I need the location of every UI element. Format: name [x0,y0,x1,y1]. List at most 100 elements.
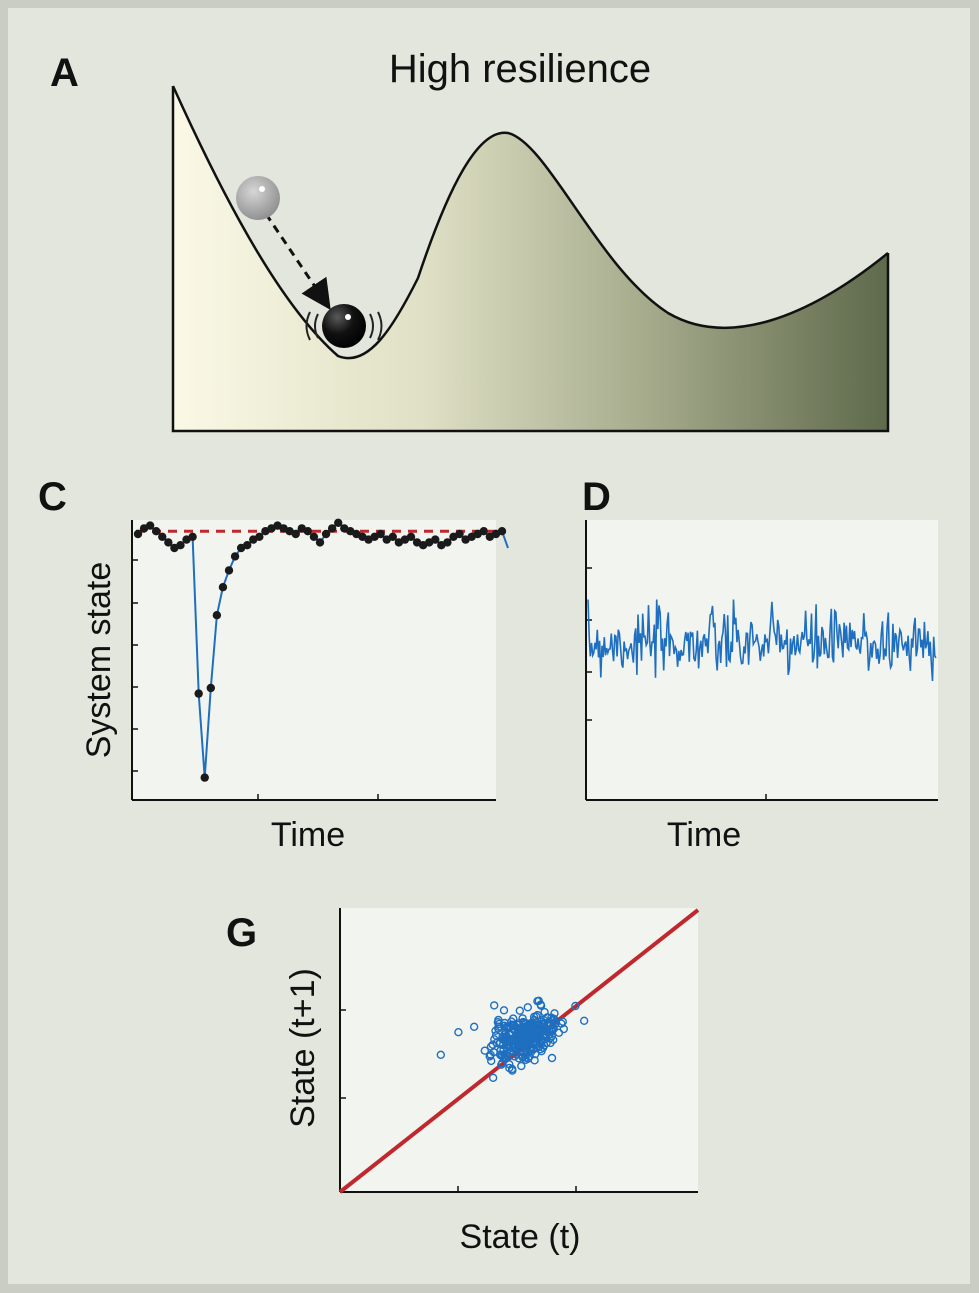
panel-c-data-point [327,524,337,533]
panel-g-data-point [533,1021,542,1030]
panel-c-data-point [497,527,507,536]
panel-g-xlabel: State (t) [460,1218,581,1256]
panel-g-data-point [494,1019,504,1029]
panel-c-letter: C [38,475,67,519]
panel-c-data-point [321,529,331,539]
panel-a-letter: A [50,51,79,95]
panel-c: C Time System state [38,475,509,854]
panel-c-data-point [230,552,240,561]
panel-c-data-point [145,521,155,530]
panel-d-xlabel: Time [667,816,741,854]
panel-g-data-point [517,1061,526,1071]
panel-g-data-point [550,1009,559,1018]
panel-g-letter: G [226,911,257,955]
panel-g-data-point [523,1003,532,1012]
figure: A High resilience C Time System state D [8,8,970,1284]
panel-g-data-point [540,1007,549,1017]
panel-g-data-point [487,1056,496,1066]
panel-g-data-point [522,1037,531,1046]
panel-g-points [436,996,589,1083]
panel-g-outlier-point [469,1022,479,1031]
panel-g-data-point [550,1015,559,1024]
panel-c-data-point [224,566,234,575]
panel-g-data-point [558,1017,567,1026]
panel-g-data-point [514,1030,523,1040]
panel-c-xlabel: Time [271,816,345,854]
panel-g-data-point [517,1036,526,1046]
panel-g: G State (t) State (t+1) [226,908,700,1256]
panel-g-data-point [535,1033,544,1043]
panel-c-data-point [212,611,222,620]
panel-g-data-point [539,1033,549,1043]
panel-g-data-point [518,1032,527,1041]
panel-g-data-point [521,1019,531,1028]
panel-g-data-point [488,1040,497,1049]
panel-g-data-point [547,1053,557,1063]
panel-g-data-point [505,1060,514,1069]
panel-a-title: High resilience [389,47,651,91]
panel-g-data-point [485,1052,494,1061]
panel-c-ylabel: System state [80,562,118,759]
panel-g-data-point [490,1001,499,1010]
panel-c-data-point [303,527,313,536]
panel-c-data-point [406,532,416,541]
panel-c-data-point [133,529,143,539]
panel-g-data-point [494,1015,503,1025]
grey-ball-highlight [259,186,265,192]
roll-arrow [264,213,331,310]
panel-g-data-point [514,1054,523,1063]
panel-g-data-point [480,1046,489,1055]
black-ball-highlight [345,314,351,320]
panel-d-plot-area [586,520,938,800]
panel-c-series [133,518,509,782]
panel-g-data-point [534,1042,544,1052]
panel-g-data-point [527,1028,536,1037]
grey-ball [236,176,280,220]
panel-g-data-point [491,1026,500,1035]
panel-g-data-point [492,1038,501,1048]
panel-g-data-point [534,996,543,1005]
panel-c-data-point [206,683,215,693]
panel-g-data-point [518,1052,527,1061]
panel-c-data-point [388,532,397,541]
panel-c-data-point [431,535,440,544]
panel-g-data-point [500,1053,509,1062]
landscape-frame [171,86,890,433]
panel-c-data-point [376,529,385,539]
panel-c-data-point [479,527,488,536]
panel-g-data-point [497,1060,506,1069]
panel-c-data-point [243,541,252,550]
panel-g-data-point [498,1032,507,1041]
panel-c-data-point [291,529,300,539]
panel-c-data-point [200,773,209,782]
panel-c-plot-area [132,520,496,800]
panel-a: A High resilience [50,47,890,433]
panel-g-data-point [536,1001,546,1010]
panel-c-data-point [455,529,464,539]
panel-d-series-line [587,599,937,682]
panel-g-outlier-point [579,1016,589,1025]
panel-c-data-point [164,538,173,547]
panel-c-data-point [315,538,325,547]
panel-g-data-point [509,1046,518,1056]
figure-svg: A High resilience C Time System state D [38,47,938,1256]
panel-c-data-point [255,532,264,541]
panel-c-data-point [218,583,228,592]
panel-g-outlier-point [488,1073,498,1083]
panel-d-letter: D [582,475,611,519]
panel-g-data-point [508,1036,517,1045]
panel-g-data-point [499,1006,509,1015]
panel-g-data-point [513,1020,523,1030]
panel-c-data-point [152,527,161,536]
panel-d: D Time [582,475,938,854]
panel-g-data-point [515,1006,524,1015]
panel-g-ylabel: State (t+1) [284,968,322,1128]
vibration-marks [305,311,383,341]
panel-g-data-point [454,1027,463,1037]
panel-c-data-point [188,532,197,541]
panel-d-series [587,599,937,682]
panel-c-data-point [194,689,203,698]
panel-c-data-point [176,541,185,550]
landscape-surface [173,86,888,431]
black-ball [322,304,366,348]
